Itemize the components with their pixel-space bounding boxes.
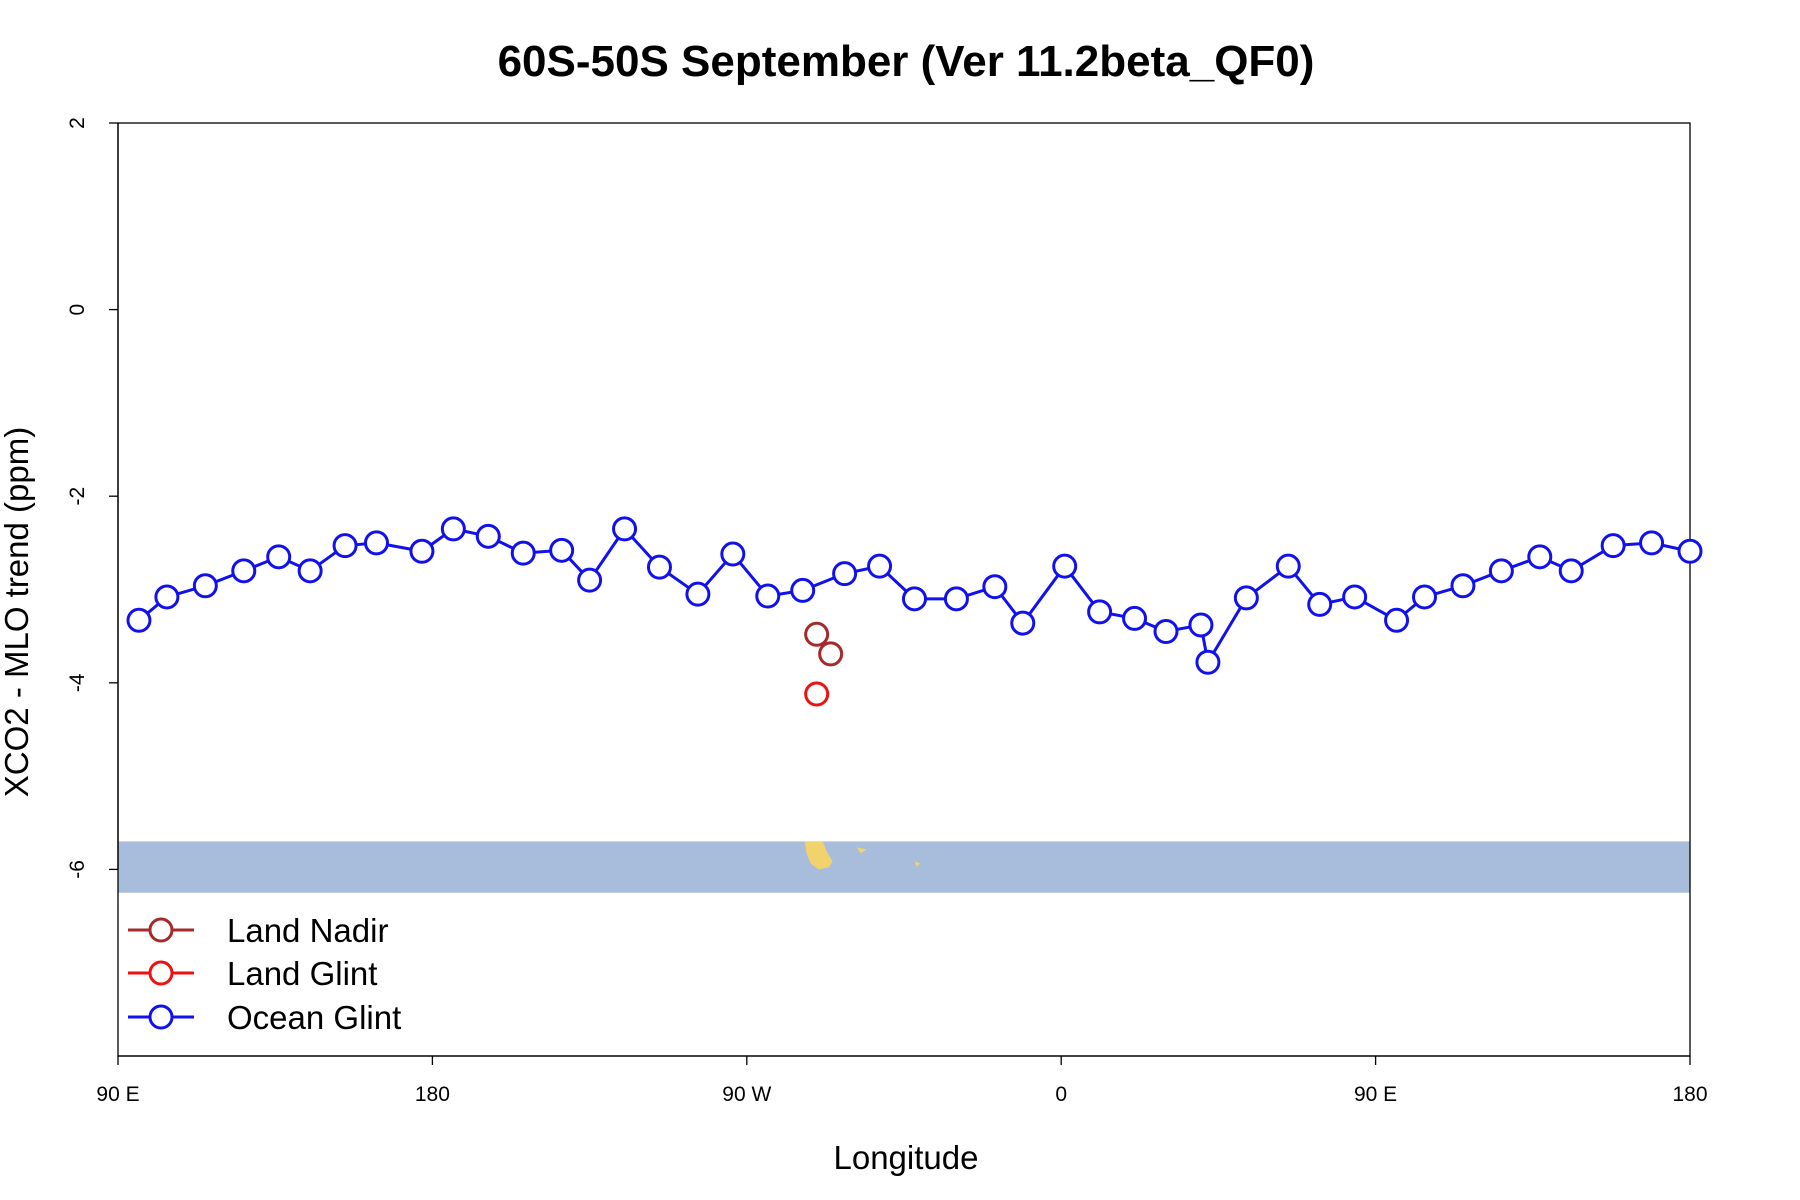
data-point <box>1233 585 1259 611</box>
data-point <box>475 523 501 549</box>
ocean-band <box>118 841 1690 893</box>
x-tick-label: 90 E <box>96 1083 139 1106</box>
data-point <box>720 541 746 567</box>
data-point <box>1412 584 1438 610</box>
land-patch <box>914 861 921 867</box>
data-point <box>1639 530 1665 556</box>
data-point <box>1188 612 1214 638</box>
data-point <box>790 577 816 603</box>
data-point <box>867 553 893 579</box>
axes: 90 E 180 90 W 0 90 E 180 2 0 -2 -4 -6 <box>66 117 1708 1106</box>
data-point <box>943 586 969 612</box>
data-point <box>1275 553 1301 579</box>
series-ocean-glint <box>126 516 1703 675</box>
legend-item-land-nadir: Land Nadir <box>128 912 388 949</box>
x-tick-label: 180 <box>415 1083 450 1106</box>
x-axis-label: Longitude <box>834 1139 979 1176</box>
legend-label: Land Glint <box>227 955 377 992</box>
y-tick-label: -4 <box>66 673 89 692</box>
data-point <box>1122 605 1148 631</box>
legend-label: Land Nadir <box>227 912 388 949</box>
data-point <box>832 561 858 587</box>
data-point <box>154 584 180 610</box>
data-point <box>332 533 358 559</box>
data-point <box>192 573 218 599</box>
y-tick-label: 2 <box>66 117 89 129</box>
legend: Land Nadir Land Glint Ocean Glint <box>128 912 401 1036</box>
data-point <box>612 516 638 542</box>
data-point <box>685 581 711 607</box>
data-point <box>1052 553 1078 579</box>
land-patch <box>804 841 833 870</box>
data-point <box>577 567 603 593</box>
data-point <box>1307 591 1333 617</box>
data-point <box>1600 533 1626 559</box>
data-point <box>818 641 844 667</box>
data-point <box>1153 618 1179 644</box>
data-point <box>1342 584 1368 610</box>
x-tick-label: 0 <box>1055 1083 1067 1106</box>
data-point <box>804 621 830 647</box>
legend-marker <box>148 917 174 943</box>
data-point <box>804 681 830 707</box>
chart-title: 60S-50S September (Ver 11.2beta_QF0) <box>498 37 1315 86</box>
y-tick-label: 0 <box>66 304 89 316</box>
data-point <box>364 530 390 556</box>
x-tick-label: 90 W <box>722 1083 771 1106</box>
data-point <box>1558 558 1584 584</box>
land-patch <box>856 847 867 854</box>
y-axis-label: XCO2 - MLO trend (ppm) <box>0 427 35 797</box>
data-point <box>1384 607 1410 633</box>
data-point <box>1488 558 1514 584</box>
data-point <box>982 574 1008 600</box>
data-point <box>1677 538 1703 564</box>
legend-item-ocean-glint: Ocean Glint <box>128 999 401 1036</box>
map-strip <box>118 841 1690 893</box>
data-point <box>646 554 672 580</box>
data-point <box>755 583 781 609</box>
data-point <box>1010 610 1036 636</box>
legend-item-land-glint: Land Glint <box>128 955 377 992</box>
data-point <box>231 558 257 584</box>
data-point <box>266 544 292 570</box>
data-point <box>549 537 575 563</box>
data-point <box>297 558 323 584</box>
data-point <box>510 540 536 566</box>
data-point <box>901 586 927 612</box>
y-tick-label: -2 <box>66 487 89 506</box>
data-point <box>1527 544 1553 570</box>
y-tick-label: -6 <box>66 860 89 879</box>
data-point <box>440 516 466 542</box>
data-point <box>409 538 435 564</box>
data-point <box>1087 599 1113 625</box>
legend-marker <box>148 1004 174 1030</box>
data-point <box>1195 649 1221 675</box>
legend-marker <box>148 960 174 986</box>
data-point <box>1450 573 1476 599</box>
data-point <box>126 607 152 633</box>
series-layer <box>126 516 1703 707</box>
x-tick-label: 90 E <box>1354 1083 1397 1106</box>
series-land-glint <box>804 681 830 707</box>
x-tick-label: 180 <box>1672 1083 1707 1106</box>
legend-label: Ocean Glint <box>227 999 401 1036</box>
series-land-nadir <box>804 621 844 667</box>
